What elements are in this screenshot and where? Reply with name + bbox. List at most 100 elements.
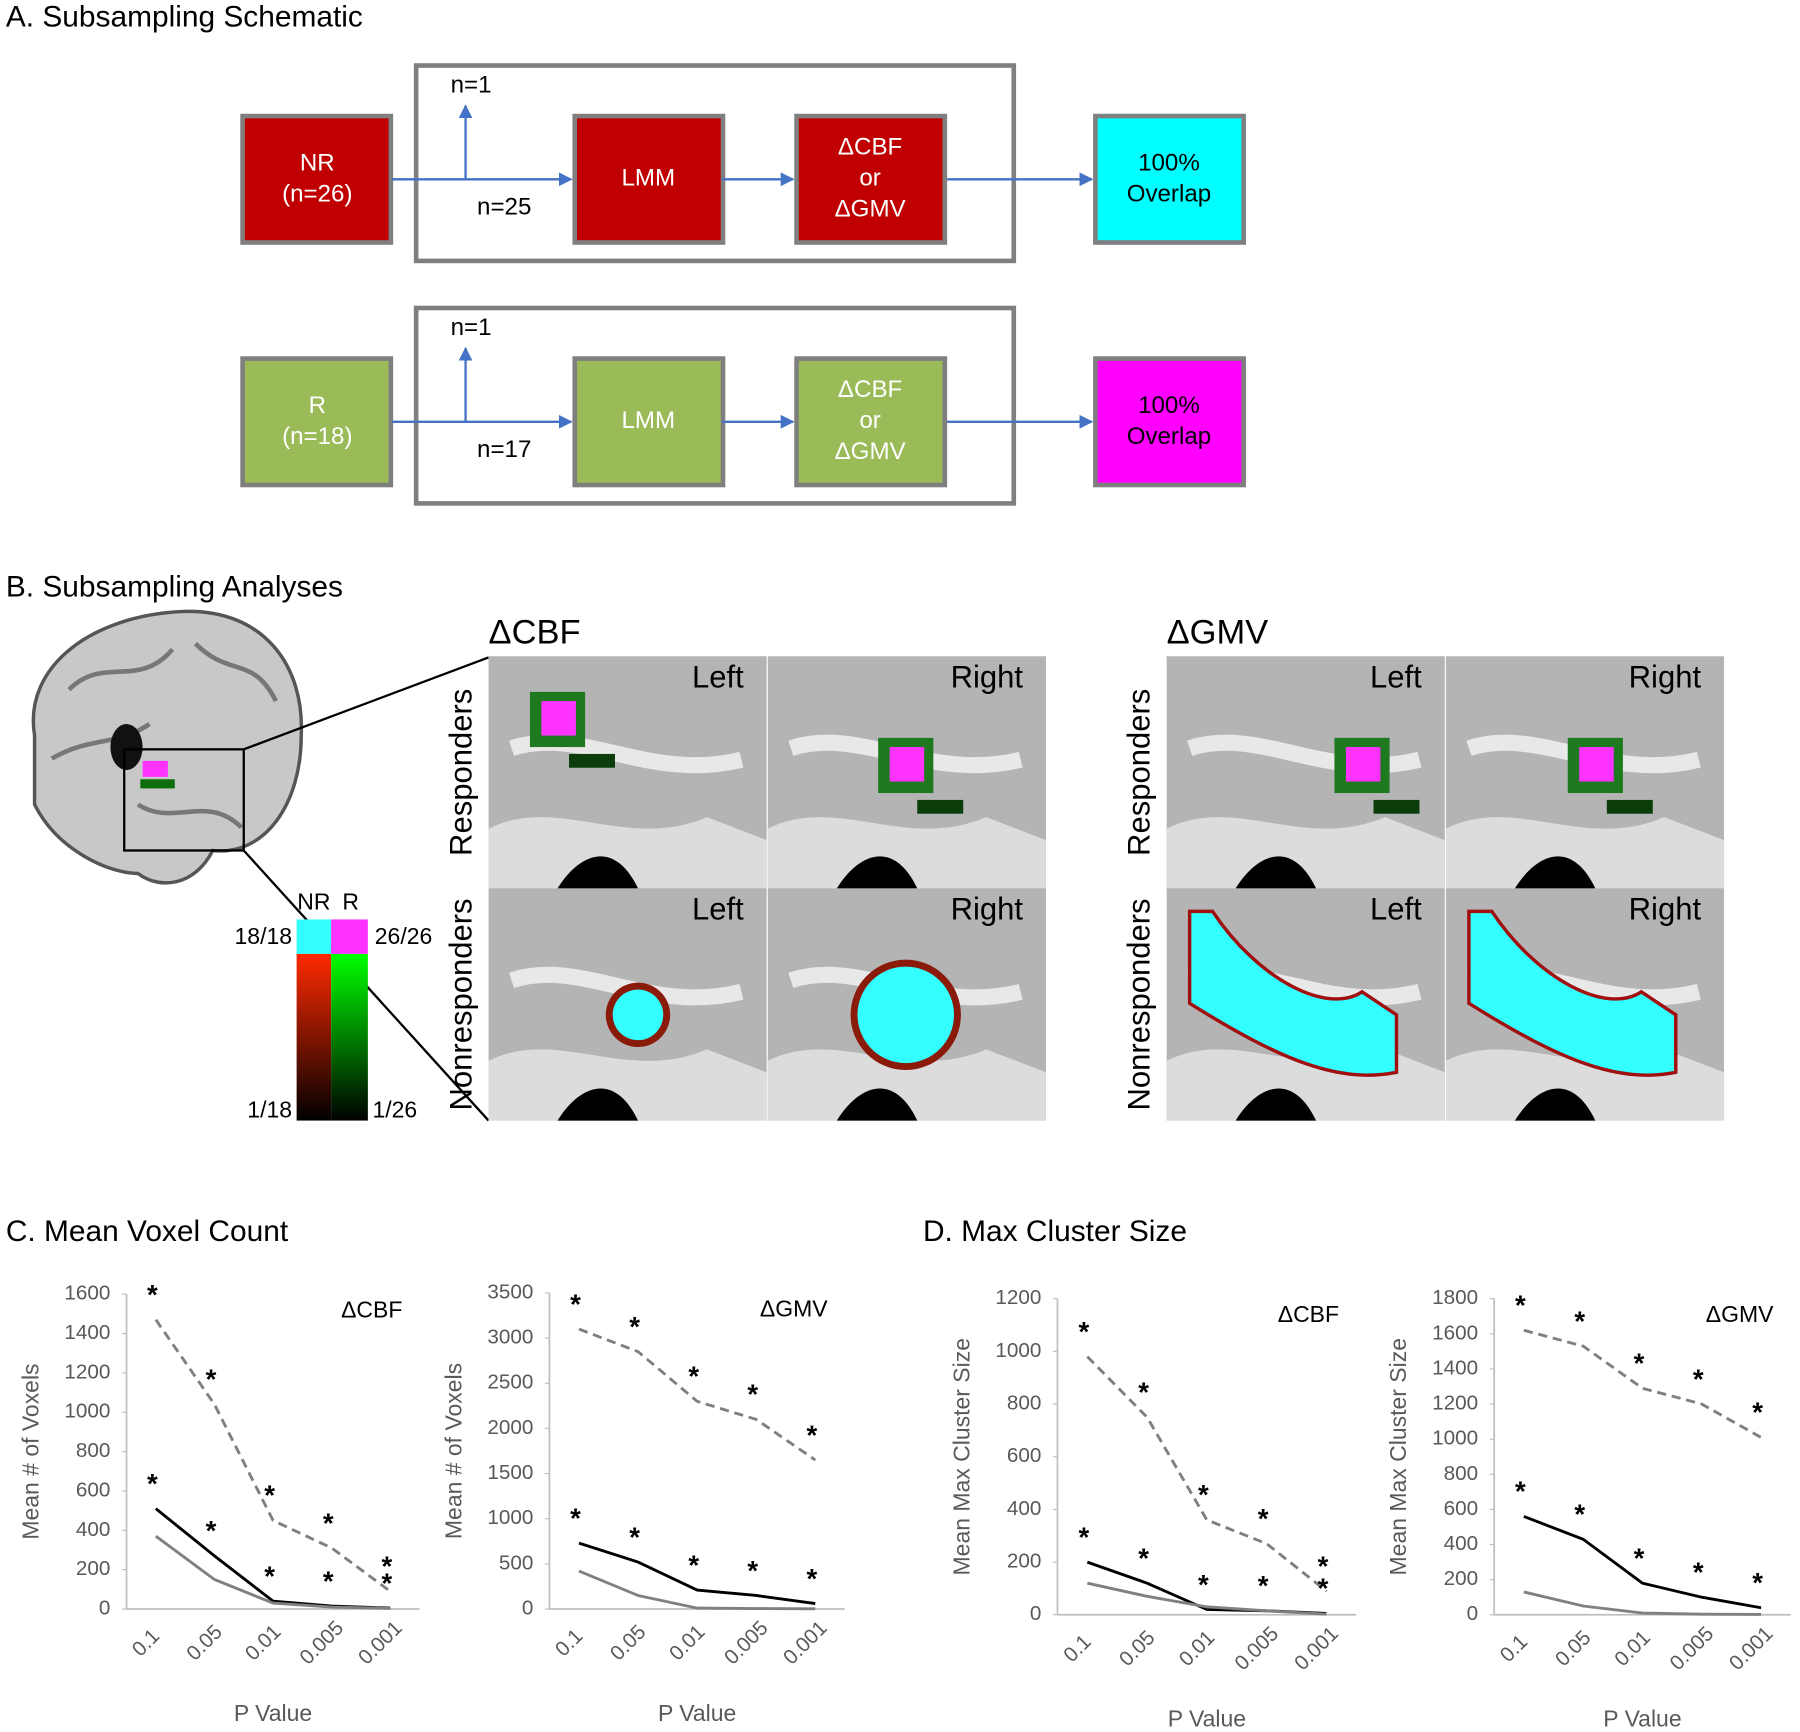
x-tick-label: 0.01 — [665, 1620, 710, 1665]
y-tick-label: 1000 — [1432, 1427, 1478, 1450]
y-tick-label: 1000 — [995, 1339, 1041, 1362]
mri-structure — [1445, 817, 1725, 889]
overlap-blob — [1345, 747, 1381, 782]
y-tick-label: 1200 — [995, 1286, 1041, 1309]
overlap-rim — [917, 799, 964, 814]
y-tick-label: 1600 — [64, 1282, 110, 1305]
overlap-blob — [1579, 747, 1614, 782]
significance-mark: * — [264, 1560, 275, 1591]
group-label: (n=26) — [282, 181, 352, 208]
series-line — [1087, 1581, 1327, 1616]
removed-label: n=1 — [451, 72, 492, 99]
significance-mark: * — [206, 1364, 217, 1395]
frame — [413, 63, 1017, 264]
y-tick-label: 1400 — [1432, 1356, 1478, 1379]
significance-mark: * — [747, 1379, 758, 1410]
y-tick-label: 200 — [1444, 1567, 1479, 1590]
significance-mark: * — [1258, 1570, 1269, 1601]
mri-dark — [1514, 856, 1596, 889]
y-axis-label: Mean Max Cluster Size — [948, 1338, 974, 1575]
side-label: Right — [1629, 892, 1702, 927]
significance-mark: * — [323, 1507, 334, 1538]
group-label: Nonresponders — [443, 898, 478, 1110]
significance-mark: * — [147, 1279, 158, 1310]
colorbar-label: 26/26 — [375, 923, 432, 949]
series-line — [578, 1541, 816, 1606]
significance-mark: * — [323, 1565, 334, 1596]
y-tick-label: 1400 — [64, 1321, 110, 1344]
significance-mark: * — [1693, 1363, 1704, 1394]
mri-dark — [836, 856, 918, 889]
series-line — [1523, 1590, 1762, 1616]
side-label: Left — [692, 659, 744, 694]
mri-dark — [557, 1088, 638, 1121]
measure-label: ΔGMV — [835, 196, 906, 223]
y-tick-label: 1200 — [64, 1360, 110, 1383]
significance-mark: * — [264, 1480, 275, 1511]
overlap-blob — [889, 747, 925, 782]
remaining-label: n=17 — [477, 436, 531, 463]
y-tick-label: 2000 — [487, 1416, 533, 1439]
significance-mark: * — [1693, 1557, 1704, 1588]
overlap-rim — [569, 753, 615, 768]
overlap-blob — [1467, 909, 1678, 1077]
significance-mark: * — [381, 1551, 392, 1582]
result-label: 100% — [1138, 392, 1200, 419]
group-label: Nonresponders — [1122, 898, 1157, 1110]
series-line — [154, 1535, 391, 1610]
measure-heading: ΔGMV — [1167, 614, 1269, 652]
result-label: Overlap — [1127, 423, 1211, 450]
y-tick-label: 800 — [1007, 1392, 1042, 1415]
group-label: R — [309, 392, 326, 419]
significance-mark: * — [1318, 1573, 1329, 1604]
box — [794, 356, 948, 488]
y-axis-label: Mean # of Voxels — [17, 1363, 43, 1539]
series-line — [578, 1569, 816, 1611]
x-tick-label: 0.1 — [551, 1624, 588, 1661]
x-tick-label: 0.1 — [128, 1624, 165, 1661]
mri-structure — [767, 1049, 1046, 1121]
significance-mark: * — [570, 1288, 581, 1319]
significance-mark: * — [1574, 1305, 1585, 1336]
overlap-blob — [1187, 909, 1399, 1077]
box — [1093, 113, 1246, 245]
y-tick-label: 3000 — [487, 1326, 533, 1349]
colorbar-label: 1/26 — [372, 1096, 417, 1122]
colorbar-label: NR — [297, 888, 330, 914]
x-tick-label: 0.05 — [1551, 1626, 1596, 1671]
y-axis-label: Mean Max Cluster Size — [1385, 1338, 1411, 1575]
y-tick-label: 200 — [76, 1557, 111, 1580]
significance-mark: * — [1138, 1377, 1149, 1408]
significance-mark: * — [147, 1468, 158, 1499]
x-axis-label: P Value — [1168, 1706, 1246, 1732]
brain — [31, 609, 304, 885]
box — [572, 356, 726, 488]
x-axis-label: P Value — [1603, 1706, 1681, 1732]
y-tick-label: 1000 — [64, 1400, 110, 1423]
significance-mark: * — [629, 1311, 640, 1342]
measure-label: ΔCBF — [838, 134, 902, 161]
significance-mark: * — [206, 1515, 217, 1546]
y-tick-label: 600 — [1444, 1497, 1479, 1520]
series-line — [1523, 1328, 1762, 1439]
side-label: Right — [951, 892, 1024, 927]
group-label: NR — [300, 150, 335, 177]
y-tick-label: 400 — [1444, 1532, 1479, 1555]
panel-title: D. Max Cluster Size — [923, 1215, 1187, 1248]
mri-dark — [1235, 1088, 1317, 1121]
x-tick-label: 0.005 — [1665, 1622, 1718, 1675]
significance-mark: * — [1198, 1479, 1209, 1510]
mri-structure — [488, 1049, 767, 1121]
x-tick-label: 0.005 — [1230, 1622, 1283, 1675]
y-tick-label: 500 — [499, 1551, 534, 1574]
mri-dark — [1514, 1088, 1596, 1121]
mri-structure — [488, 817, 767, 889]
y-tick-label: 1000 — [487, 1506, 533, 1529]
colorbar-r — [331, 953, 368, 1121]
measure-label: ΔGMV — [835, 438, 906, 465]
x-tick-label: 0.01 — [1610, 1626, 1655, 1671]
colorbar-label: R — [342, 888, 359, 914]
significance-mark: * — [1752, 1397, 1763, 1428]
y-tick-label: 400 — [76, 1518, 111, 1541]
result-label: 100% — [1138, 150, 1200, 177]
